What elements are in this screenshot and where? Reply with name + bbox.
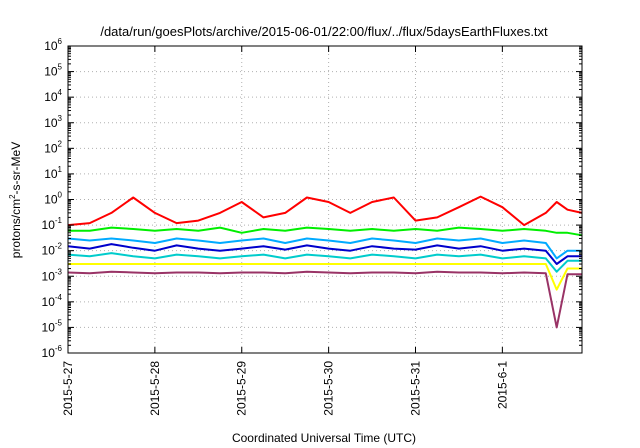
- y-tick-exp: 3: [58, 114, 63, 123]
- x-tick-label: 2015-5-30: [322, 361, 336, 416]
- series-line: [68, 226, 583, 237]
- y-tick-label: 10-5: [42, 318, 63, 334]
- y-tick-exp: -2: [55, 242, 63, 251]
- y-tick-label: 100: [44, 191, 62, 207]
- y-tick-label: 103: [44, 114, 62, 130]
- x-tick-label: 2015-6-1: [495, 361, 509, 409]
- y-tick-exp: -1: [55, 216, 63, 225]
- y-tick-exp: 1: [58, 165, 63, 174]
- series-line: [67, 252, 582, 273]
- y-tick-label: 10-3: [42, 267, 63, 283]
- y-tick-base: 10: [44, 167, 58, 181]
- series-layer: [67, 195, 583, 329]
- chart-title: /data/run/goesPlots/archive/2015-06-01/2…: [100, 24, 548, 39]
- y-tick-labels: 10-610-510-410-310-210-11001011021031041…: [42, 37, 63, 360]
- x-tick-label: 2015-5-27: [61, 361, 75, 416]
- x-tick-label: 2015-5-29: [235, 361, 249, 416]
- y-axis-label-sup: 2: [8, 194, 17, 199]
- series-line: [67, 243, 582, 265]
- y-tick-exp: -5: [55, 318, 63, 327]
- y-axis-label-tail: -s-sr-MeV: [9, 142, 23, 195]
- y-tick-label: 102: [44, 139, 62, 155]
- y-tick-base: 10: [44, 39, 58, 53]
- grid: [68, 46, 582, 353]
- x-tick-label: 2015-5-28: [148, 361, 162, 416]
- y-axis-label: protons/cm2-s-sr-MeV: [8, 142, 23, 258]
- y-tick-exp: 5: [58, 63, 63, 72]
- y-tick-base: 10: [42, 269, 56, 283]
- y-tick-exp: -6: [55, 344, 63, 353]
- y-tick-base: 10: [42, 346, 56, 360]
- y-tick-base: 10: [42, 320, 56, 334]
- y-tick-label: 101: [44, 165, 62, 181]
- y-tick-exp: 0: [58, 191, 63, 200]
- series-line: [67, 195, 583, 227]
- series-line: [68, 263, 582, 291]
- ticks: [67, 45, 582, 354]
- y-tick-base: 10: [42, 295, 56, 309]
- y-tick-label: 10-1: [42, 216, 63, 232]
- x-axis-label: Coordinated Universal Time (UTC): [232, 431, 416, 445]
- y-tick-base: 10: [44, 65, 58, 79]
- y-tick-label: 10-6: [42, 344, 63, 360]
- y-tick-label: 104: [44, 88, 62, 104]
- y-tick-exp: -3: [55, 267, 63, 276]
- y-tick-label: 10-4: [42, 293, 63, 309]
- series-line: [67, 237, 582, 260]
- y-tick-base: 10: [42, 244, 56, 258]
- y-tick-exp: -4: [55, 293, 63, 302]
- y-tick-exp: 4: [58, 88, 63, 97]
- y-tick-label: 106: [44, 37, 62, 53]
- y-tick-base: 10: [42, 218, 56, 232]
- y-tick-label: 105: [44, 63, 62, 79]
- y-tick-base: 10: [44, 141, 58, 155]
- y-tick-base: 10: [44, 193, 58, 207]
- y-tick-base: 10: [44, 116, 58, 130]
- y-tick-base: 10: [44, 90, 58, 104]
- series-line: [67, 270, 582, 329]
- y-tick-label: 10-2: [42, 242, 63, 258]
- x-tick-label: 2015-5-31: [408, 361, 422, 416]
- y-tick-exp: 6: [58, 37, 63, 46]
- x-tick-labels: 2015-5-27 2015-5-28 2015-5-29 2015-5-30 2015…: [61, 361, 509, 416]
- y-tick-exp: 2: [58, 139, 63, 148]
